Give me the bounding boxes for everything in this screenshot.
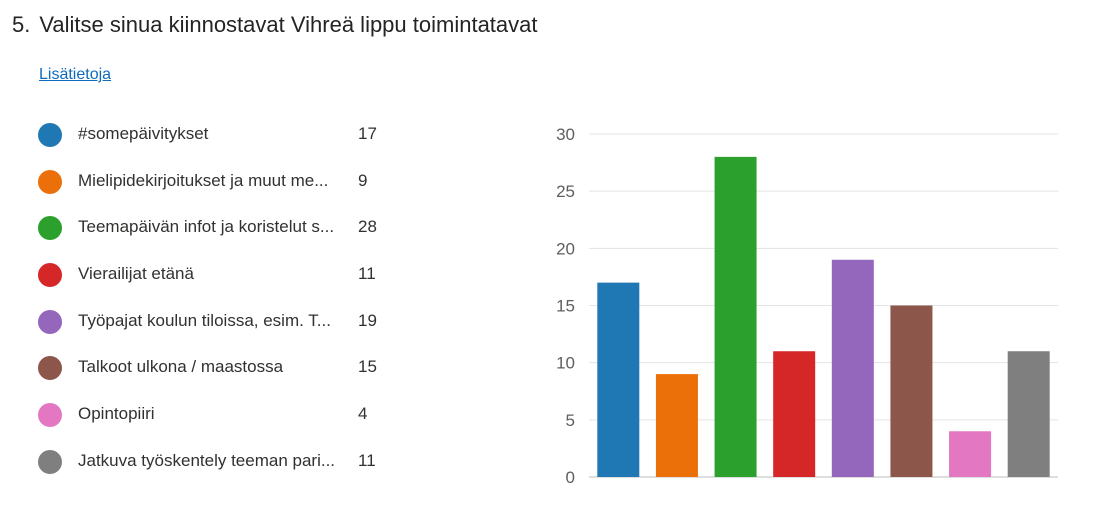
legend-item: Jatkuva työskentely teeman pari... 11 [38, 438, 388, 485]
legend-color-dot-icon [38, 309, 62, 334]
legend-count: 15 [358, 357, 377, 377]
bar [890, 305, 933, 477]
bar [655, 374, 698, 477]
legend-color-dot-icon [38, 169, 62, 194]
legend-label: Jatkuva työskentely teeman pari... [78, 450, 336, 470]
chart-legend: #somepäivitykset 17 Mielipidekirjoitukset … [38, 111, 388, 485]
legend-count: 11 [358, 264, 376, 284]
legend-color-dot-icon [38, 263, 62, 288]
legend-count: 9 [358, 170, 368, 190]
more-info-link[interactable]: Lisätietoja [39, 66, 112, 83]
question-title: 5. Valitse sinua kiinnostavat Vihreä lipp… [12, 12, 538, 38]
bar [773, 351, 816, 477]
legend-item: Mielipidekirjoitukset ja muut me... 9 [38, 158, 388, 205]
legend-item: #somepäivitykset 17 [38, 111, 388, 158]
legend-color-dot-icon [38, 216, 62, 241]
y-tick-label: 30 [556, 125, 575, 144]
legend-color-dot-icon [38, 449, 62, 474]
legend-item: Opintopiiri 4 [38, 391, 388, 438]
legend-color-dot-icon [38, 123, 62, 147]
legend-color-dot-icon [38, 403, 62, 428]
bar [831, 259, 874, 477]
legend-item: Teemapäivän infot ja koristelut s... 28 [38, 204, 388, 251]
bar [597, 282, 640, 477]
y-tick-label: 5 [566, 411, 575, 430]
legend-color-dot-icon [38, 356, 62, 381]
y-tick-label: 25 [556, 182, 575, 201]
bar [1007, 351, 1050, 477]
legend-count: 17 [358, 124, 377, 143]
y-tick-label: 15 [556, 297, 575, 316]
y-tick-label: 10 [556, 354, 575, 373]
question-number: 5. [12, 12, 31, 37]
legend-count: 4 [358, 404, 368, 424]
legend-count: 28 [358, 217, 377, 237]
y-tick-label: 20 [556, 239, 575, 258]
legend-label: Työpajat koulun tiloissa, esim. T... [78, 310, 331, 330]
legend-item: Vierailijat etänä 11 [38, 251, 388, 298]
legend-count: 11 [358, 450, 376, 470]
legend-label: Teemapäivän infot ja koristelut s... [78, 217, 335, 237]
legend-item: Talkoot ulkona / maastossa 15 [38, 344, 388, 391]
legend-label: Opintopiiri [78, 404, 155, 424]
legend-item: Työpajat koulun tiloissa, esim. T... 19 [38, 298, 388, 345]
question-text: Valitse sinua kiinnostavat Vihreä lippu … [39, 12, 538, 37]
bar [714, 156, 757, 477]
legend-label: #somepäivitykset [78, 124, 209, 143]
bar-chart: 0 5 10 15 20 25 30 [556, 125, 1058, 487]
legend-label: Vierailijat etänä [78, 264, 194, 284]
legend-label: Mielipidekirjoitukset ja muut me... [78, 170, 329, 190]
y-tick-label: 0 [566, 468, 575, 487]
legend-label: Talkoot ulkona / maastossa [78, 357, 284, 377]
bar [949, 431, 992, 477]
legend-count: 19 [358, 310, 377, 330]
